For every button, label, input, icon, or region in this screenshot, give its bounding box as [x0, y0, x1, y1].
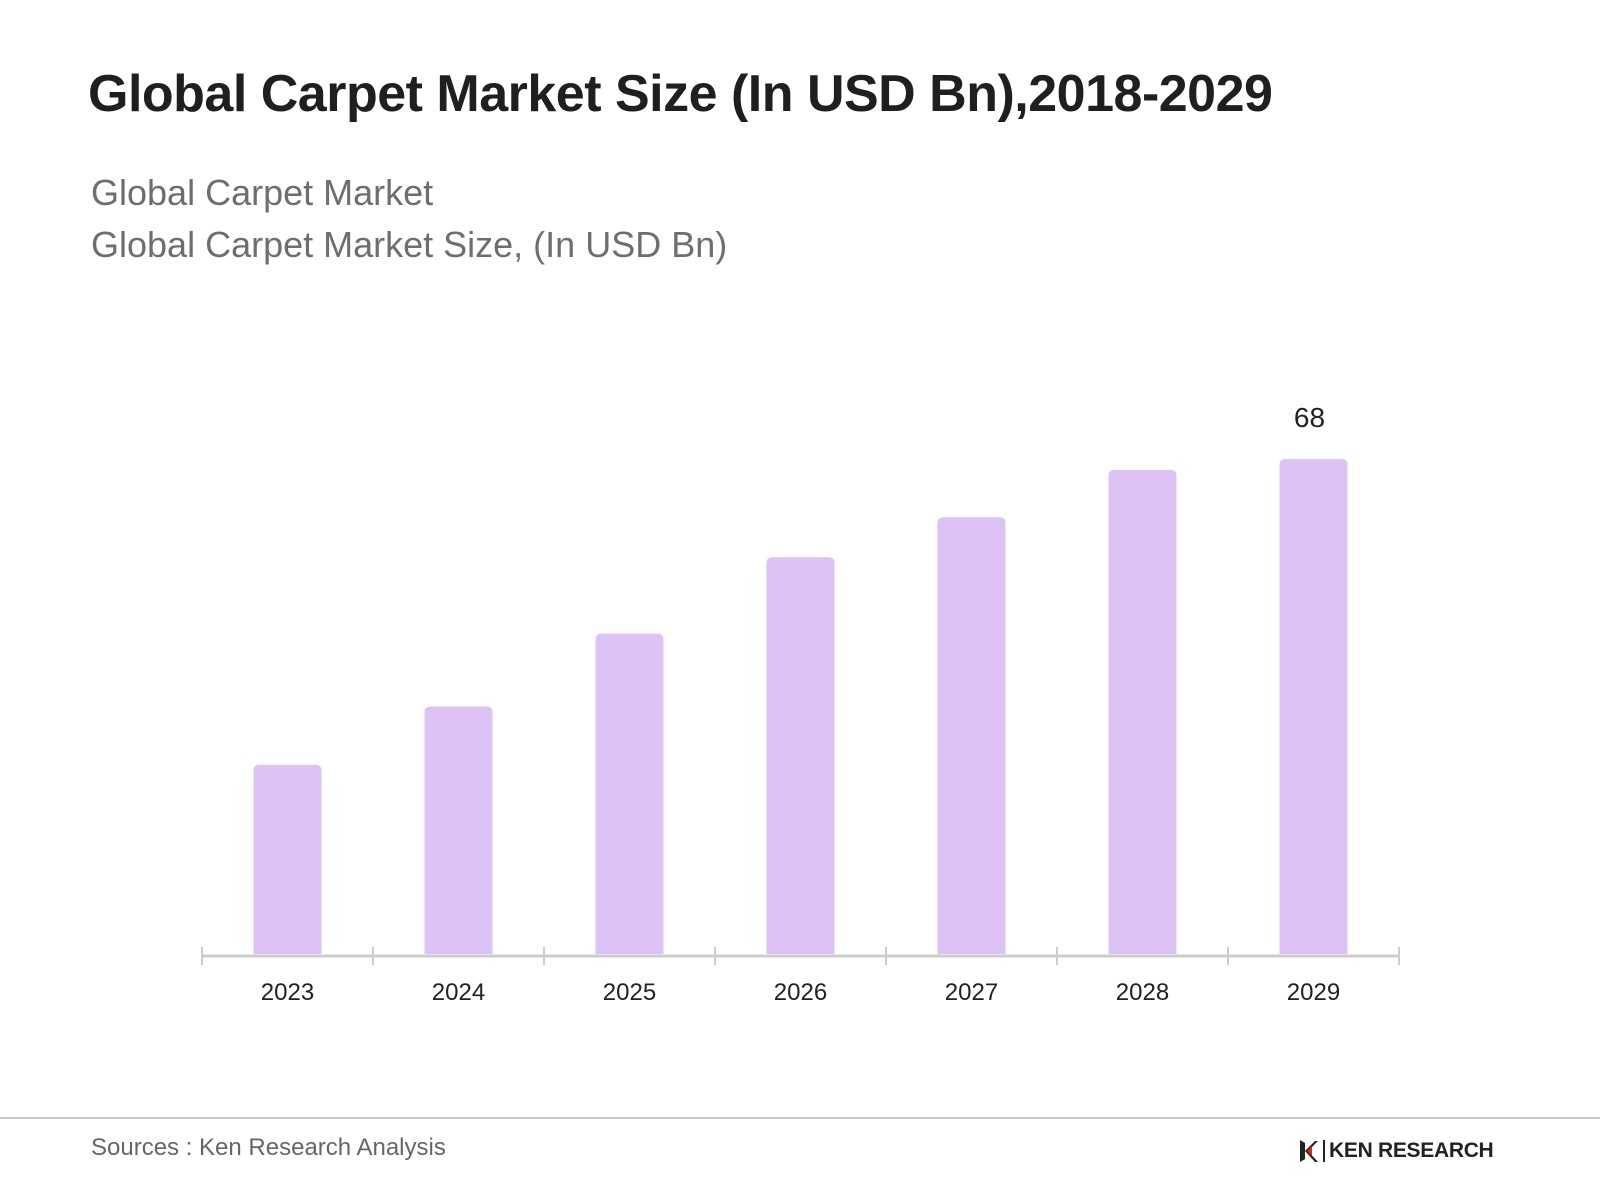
- bar-2029: [1279, 458, 1348, 954]
- x-tick-label-2029: 2029: [1287, 979, 1340, 1006]
- chart-title: Global Carpet Market Size (In USD Bn),20…: [88, 65, 1273, 123]
- chart-subtitle-market: Global Carpet Market: [91, 172, 434, 213]
- x-tick-label-2023: 2023: [261, 979, 314, 1006]
- brand-logo: KEN RESEARCH: [1297, 1136, 1494, 1166]
- data-label-2029: 68: [1294, 402, 1325, 433]
- footer-divider: [0, 1117, 1600, 1119]
- bar-2023: [253, 764, 322, 954]
- bar-2024: [424, 706, 493, 954]
- source-note: Sources : Ken Research Analysis: [91, 1134, 446, 1161]
- brand-separator: [1323, 1140, 1325, 1162]
- chart-subtitle-measure: Global Carpet Market Size, (In USD Bn): [91, 224, 728, 265]
- bar-2025: [595, 633, 664, 954]
- brand-name: KEN RESEARCH: [1329, 1139, 1494, 1162]
- x-tick-label-2024: 2024: [432, 979, 485, 1006]
- bar-chart: 2023 2024 2025 2026 2027 2028 2029 68: [201, 402, 1400, 1006]
- ken-research-logo-icon: [1300, 1140, 1318, 1162]
- bar-2028: [1108, 469, 1177, 954]
- x-tick-label-2027: 2027: [945, 979, 998, 1006]
- x-tick-label-2028: 2028: [1116, 979, 1169, 1006]
- bar-2026: [766, 557, 835, 954]
- x-tick-label-2026: 2026: [774, 979, 827, 1006]
- bar-2027: [937, 517, 1006, 954]
- x-tick-label-2025: 2025: [603, 979, 656, 1006]
